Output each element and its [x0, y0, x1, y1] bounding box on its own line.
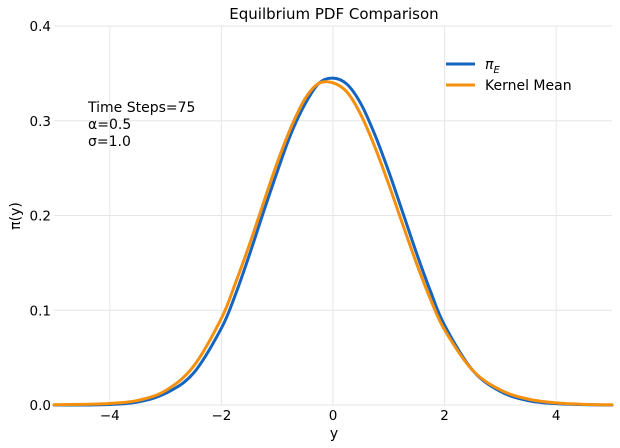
series-line-kernel-mean [52, 79, 614, 407]
annotation-time-steps: Time Steps=75 [87, 100, 195, 116]
chart-title: Equilbrium PDF Comparison [229, 5, 438, 23]
y-tick-label: 0.1 [30, 303, 51, 319]
series-lines [52, 76, 614, 407]
x-tick-label: 4 [552, 408, 561, 424]
legend-label-pi-e: πE [485, 57, 500, 76]
legend: πE Kernel Mean [446, 57, 572, 94]
x-tick-label: 2 [440, 408, 449, 424]
annotation-box: Time Steps=75 α=0.5 σ=1.0 [87, 100, 195, 150]
y-tick-label: 0.2 [30, 209, 51, 225]
grid [54, 25, 612, 406]
annotation-sigma: σ=1.0 [88, 134, 131, 150]
legend-label-kernel-mean: Kernel Mean [485, 78, 572, 94]
x-tick-labels: −4 −2 0 2 4 [100, 408, 561, 424]
y-tick-label: 0.0 [30, 398, 51, 414]
y-axis-label: π(y) [8, 202, 24, 230]
y-tick-label: 0.3 [30, 114, 51, 130]
x-axis-label: y [330, 426, 338, 442]
annotation-alpha: α=0.5 [88, 117, 131, 133]
y-tick-labels: 0.0 0.1 0.2 0.3 0.4 [30, 19, 51, 414]
y-tick-label: 0.4 [30, 19, 51, 35]
x-tick-label: −2 [211, 408, 231, 424]
x-tick-label: −4 [100, 408, 120, 424]
x-tick-label: 0 [329, 408, 338, 424]
